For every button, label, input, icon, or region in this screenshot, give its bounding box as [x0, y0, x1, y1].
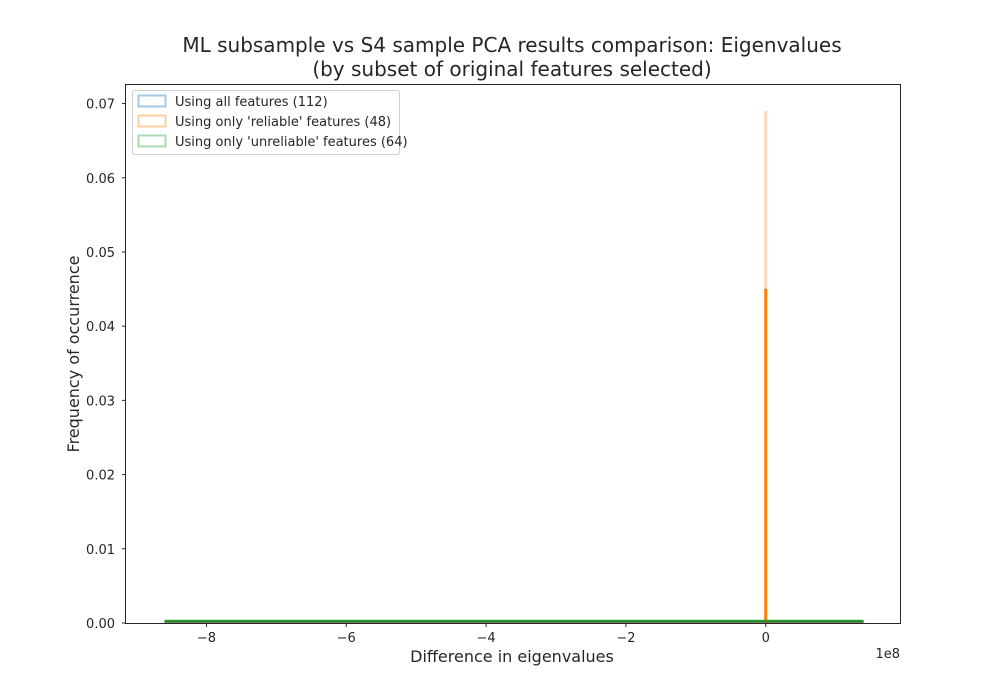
reliable-spike-solid — [764, 289, 768, 623]
legend-label: Using only 'reliable' features (48) — [175, 115, 391, 130]
chart-subtitle: (by subset of original features selected… — [312, 57, 711, 81]
histogram-marks — [164, 110, 864, 623]
x-axis-ticks: −8 −6 −4 −2 0 — [197, 623, 770, 646]
y-axis-title: Frequency of occurrence — [64, 256, 83, 453]
x-tick-label: −6 — [337, 631, 356, 646]
y-tick-label: 0.04 — [86, 320, 115, 335]
y-tick-label: 0.00 — [86, 617, 115, 632]
y-axis-ticks: 0.00 0.01 0.02 0.03 0.04 0.05 0.06 0.07 — [86, 98, 126, 632]
legend: Using all features (112) Using only 'reli… — [132, 90, 408, 155]
y-tick-label: 0.03 — [86, 394, 115, 409]
legend-label: Using all features (112) — [175, 95, 328, 110]
legend-label: Using only 'unreliable' features (64) — [175, 135, 408, 150]
legend-box — [132, 90, 400, 155]
x-tick-label: −4 — [476, 631, 495, 646]
legend-swatch — [137, 94, 167, 108]
y-tick-label: 0.07 — [86, 98, 115, 113]
x-tick-label: −2 — [616, 631, 635, 646]
y-tick-label: 0.01 — [86, 543, 115, 558]
y-tick-label: 0.06 — [86, 172, 115, 187]
x-tick-label: 0 — [762, 631, 770, 646]
chart-title: ML subsample vs S4 sample PCA results co… — [182, 33, 841, 57]
legend-swatch — [137, 134, 167, 148]
x-axis-offset-label: 1e8 — [875, 647, 900, 662]
x-axis-title: Difference in eigenvalues — [410, 647, 614, 666]
y-tick-label: 0.05 — [86, 246, 115, 261]
plot-frame — [125, 84, 901, 624]
legend-swatch — [137, 114, 167, 128]
x-tick-label: −8 — [197, 631, 216, 646]
y-tick-label: 0.02 — [86, 469, 115, 484]
